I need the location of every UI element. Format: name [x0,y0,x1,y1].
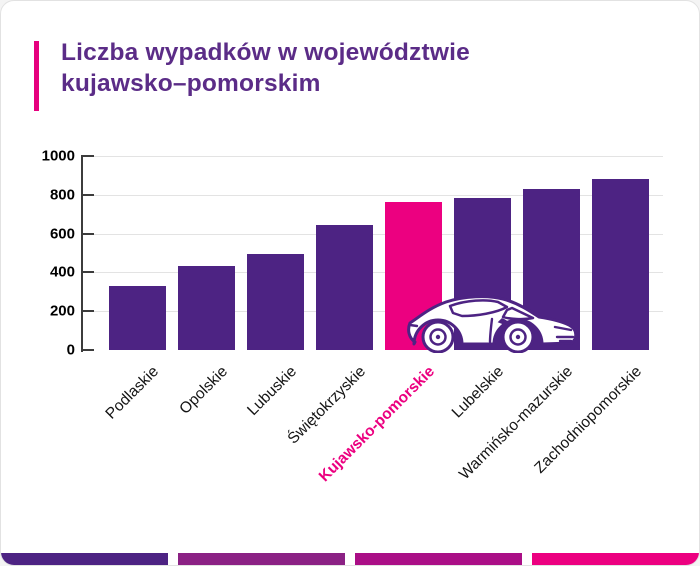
bar--wi-tokrzyskie [316,225,373,350]
footer-stripe-1 [1,553,168,565]
x-label-warmi-sko-mazurskie: Warmińsko-mazurskie [455,363,576,484]
x-label-lubuskie: Lubuskie [243,363,300,419]
y-tick-label: 0 [66,341,75,359]
footer-stripe-2 [178,553,345,565]
y-tick [81,349,94,351]
y-tick [81,271,94,274]
footer-stripe-3 [355,553,522,565]
y-tick-label: 600 [49,225,75,243]
car-icon [407,295,578,353]
x-label-opolskie: Opolskie [175,363,231,418]
bar-podlaskie [109,286,166,350]
x-label--wi-tokrzyskie: Świętokrzyskie [284,363,369,448]
y-tick-label: 200 [49,302,75,320]
y-tick-label: 800 [49,186,75,204]
gridline [81,194,663,196]
x-label-lubelskie: Lubelskie [448,363,507,422]
y-tick-label: 1000 [41,147,75,165]
bar-lubuskie [247,254,304,350]
x-label-podlaskie: Podlaskie [101,363,162,423]
y-axis-line [81,155,83,352]
bar-opolskie [178,266,235,350]
gridline [81,156,663,157]
bar-zachodniopomorskie [592,179,649,350]
page-title-line1: Liczba wypadków w województwie [61,39,470,66]
y-tick [81,310,94,313]
page-title: Liczba wypadków w województwie kujawsko–… [61,37,661,99]
footer-stripes [1,553,699,565]
page-title-line2: kujawsko–pomorskim [61,70,321,97]
y-tick [81,232,94,235]
y-tick [81,193,94,196]
y-tick [81,155,94,157]
x-label-zachodniopomorskie: Zachodniopomorskie [530,363,645,477]
title-accent-bar [34,41,39,111]
footer-stripe-4 [532,553,699,565]
x-label-kujawsko-pomorskie: Kujawsko-pomorskie [315,363,438,486]
y-tick-label: 400 [49,263,75,281]
